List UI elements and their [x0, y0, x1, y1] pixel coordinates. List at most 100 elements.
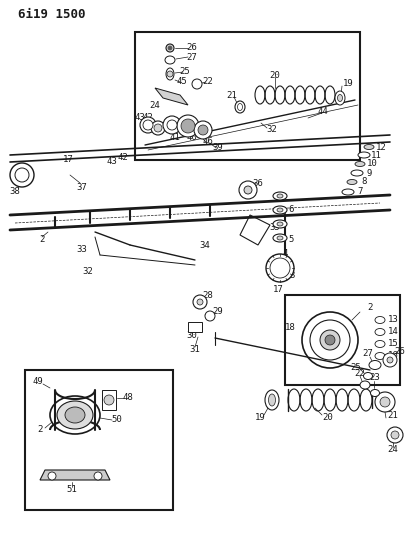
- Text: 28: 28: [203, 292, 213, 301]
- Text: 11: 11: [370, 150, 381, 159]
- Circle shape: [310, 320, 350, 360]
- Text: 19: 19: [255, 414, 265, 423]
- Ellipse shape: [50, 396, 100, 434]
- Text: 20: 20: [323, 414, 333, 423]
- Text: 7: 7: [357, 188, 363, 197]
- Circle shape: [239, 181, 257, 199]
- Circle shape: [320, 330, 340, 350]
- Text: 21: 21: [226, 91, 237, 100]
- Circle shape: [167, 71, 173, 77]
- Ellipse shape: [166, 68, 174, 80]
- Ellipse shape: [370, 390, 379, 397]
- Circle shape: [380, 397, 390, 407]
- Text: 51: 51: [67, 486, 78, 495]
- Text: 14: 14: [388, 327, 398, 336]
- Ellipse shape: [342, 189, 354, 195]
- Ellipse shape: [360, 381, 370, 389]
- Text: 46: 46: [203, 138, 213, 147]
- Ellipse shape: [65, 407, 85, 423]
- Ellipse shape: [277, 236, 283, 240]
- Text: 22: 22: [203, 77, 213, 86]
- Text: 34: 34: [200, 240, 211, 249]
- Text: 42: 42: [118, 152, 129, 161]
- Text: 12: 12: [376, 142, 386, 151]
- Circle shape: [15, 168, 29, 182]
- Circle shape: [151, 121, 165, 135]
- Ellipse shape: [273, 220, 287, 228]
- Ellipse shape: [337, 94, 342, 101]
- Text: 2: 2: [367, 303, 373, 312]
- Bar: [25, 370, 173, 510]
- Text: 25: 25: [350, 364, 361, 373]
- Text: 18: 18: [285, 324, 295, 333]
- Text: 6: 6: [288, 206, 294, 214]
- Text: 16: 16: [388, 351, 398, 360]
- Text: 22: 22: [355, 369, 366, 378]
- Text: 26: 26: [395, 348, 406, 357]
- Polygon shape: [155, 88, 188, 105]
- Text: 37: 37: [77, 182, 87, 191]
- Ellipse shape: [277, 222, 283, 226]
- Text: 26: 26: [186, 44, 197, 52]
- Text: 24: 24: [388, 446, 398, 455]
- Text: 8: 8: [361, 177, 367, 187]
- Circle shape: [391, 431, 399, 439]
- Ellipse shape: [57, 401, 93, 429]
- Ellipse shape: [355, 161, 365, 166]
- Circle shape: [375, 392, 395, 412]
- Text: 15: 15: [388, 340, 398, 349]
- Text: 50: 50: [112, 416, 122, 424]
- Text: 4: 4: [282, 248, 288, 257]
- Ellipse shape: [273, 192, 287, 200]
- Polygon shape: [285, 295, 400, 385]
- Ellipse shape: [273, 234, 287, 242]
- Ellipse shape: [364, 373, 373, 379]
- Circle shape: [143, 120, 153, 130]
- Text: 38: 38: [10, 188, 20, 197]
- Text: 40: 40: [186, 133, 197, 141]
- Ellipse shape: [277, 208, 283, 212]
- Circle shape: [270, 258, 290, 278]
- Text: 35: 35: [270, 223, 280, 232]
- Text: 43: 43: [135, 112, 145, 122]
- Circle shape: [94, 472, 102, 480]
- Bar: [135, 32, 360, 160]
- Text: 25: 25: [180, 68, 191, 77]
- Ellipse shape: [375, 328, 385, 335]
- Circle shape: [302, 312, 358, 368]
- Circle shape: [198, 125, 208, 135]
- Circle shape: [166, 44, 174, 52]
- Text: 45: 45: [177, 77, 187, 86]
- Ellipse shape: [235, 101, 245, 113]
- Ellipse shape: [375, 341, 385, 348]
- Ellipse shape: [268, 394, 275, 406]
- Circle shape: [244, 186, 252, 194]
- Text: 20: 20: [270, 70, 280, 79]
- Ellipse shape: [273, 206, 287, 214]
- Text: 3: 3: [289, 271, 295, 279]
- Circle shape: [48, 472, 56, 480]
- Text: 27: 27: [186, 52, 197, 61]
- Ellipse shape: [265, 390, 279, 410]
- Circle shape: [266, 254, 294, 282]
- Ellipse shape: [369, 360, 381, 369]
- Text: 2: 2: [39, 236, 45, 245]
- Ellipse shape: [165, 56, 175, 64]
- Text: 43: 43: [106, 157, 118, 166]
- Text: 48: 48: [123, 393, 133, 402]
- Circle shape: [325, 335, 335, 345]
- Text: 2: 2: [37, 425, 43, 434]
- Circle shape: [387, 427, 403, 443]
- Bar: [102, 390, 116, 410]
- Text: 49: 49: [33, 377, 43, 386]
- Text: 17: 17: [273, 286, 284, 295]
- Text: 33: 33: [77, 246, 87, 254]
- Text: 23: 23: [370, 374, 380, 383]
- Circle shape: [10, 163, 34, 187]
- Text: 30: 30: [186, 332, 197, 341]
- Text: 10: 10: [367, 159, 377, 168]
- Text: 32: 32: [83, 268, 93, 277]
- Ellipse shape: [335, 91, 345, 105]
- Text: 39: 39: [213, 143, 223, 152]
- Text: 36: 36: [253, 179, 264, 188]
